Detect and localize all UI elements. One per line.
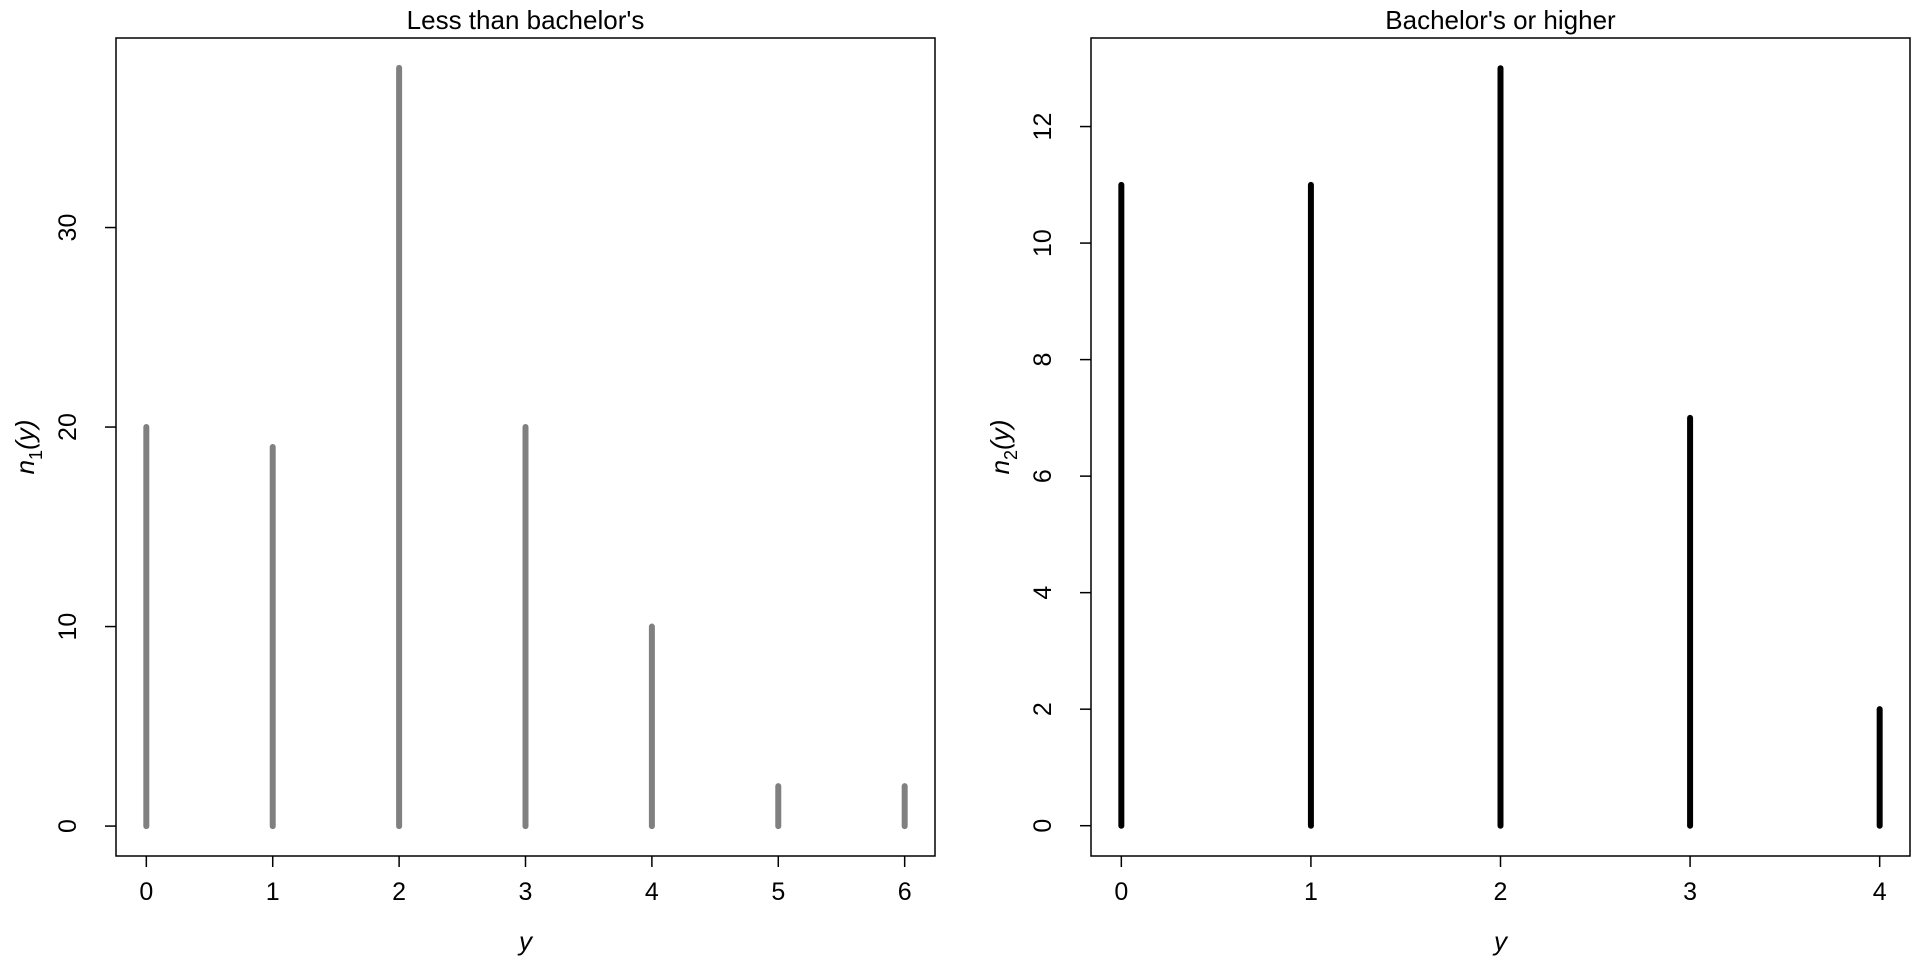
x-tick-label: 1	[266, 878, 280, 906]
y-tick-label: 6	[1029, 469, 1057, 483]
y-axis-title: n2(y)	[985, 420, 1021, 475]
y-axis-title-arg: (y)	[10, 420, 40, 450]
x-tick-label: 2	[392, 878, 406, 906]
y-tick-label: 8	[1029, 353, 1057, 367]
y-tick-label: 12	[1029, 113, 1057, 141]
x-tick-label: 0	[1114, 878, 1128, 906]
x-tick-label: 5	[771, 878, 785, 906]
y-tick-label: 4	[1029, 586, 1057, 600]
x-tick-label: 0	[139, 878, 153, 906]
y-tick-label: 0	[1029, 819, 1057, 833]
x-tick-label: 3	[1683, 878, 1697, 906]
y-tick-label: 2	[1029, 702, 1057, 716]
y-axis-title-arg: (y)	[985, 420, 1015, 450]
y-tick-label: 0	[54, 819, 82, 833]
x-tick-label: 4	[645, 878, 659, 906]
y-tick-label: 30	[54, 214, 82, 242]
y-axis-title-main: n	[10, 460, 40, 474]
y-axis-title-subscript: 2	[1001, 450, 1021, 460]
x-tick-label: 2	[1494, 878, 1508, 906]
x-axis-title: y	[1492, 926, 1509, 956]
y-tick-label: 10	[1029, 229, 1057, 257]
x-tick-label: 3	[519, 878, 533, 906]
x-tick-label: 4	[1873, 878, 1887, 906]
y-axis-title: n1(y)	[10, 420, 46, 475]
y-axis-title-main: n	[985, 460, 1015, 474]
chart-title: Less than bachelor's	[407, 5, 645, 35]
x-tick-label: 6	[898, 878, 912, 906]
y-tick-label: 10	[54, 613, 82, 641]
chart-title: Bachelor's or higher	[1385, 5, 1616, 35]
x-tick-label: 1	[1304, 878, 1318, 906]
x-axis-title: y	[517, 926, 534, 956]
y-axis-title-subscript: 1	[26, 450, 46, 460]
y-tick-label: 20	[54, 413, 82, 441]
